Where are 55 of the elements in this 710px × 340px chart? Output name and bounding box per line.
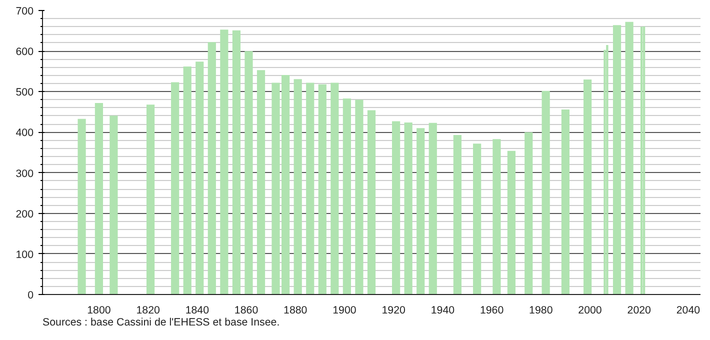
y-tick-label: 100 xyxy=(16,248,34,261)
bar xyxy=(318,84,326,294)
x-tick-label: 2020 xyxy=(627,304,652,316)
x-tick-label: 1960 xyxy=(480,304,504,316)
bar xyxy=(355,100,364,294)
bar xyxy=(561,109,570,294)
x-tick-label: 1980 xyxy=(529,304,553,316)
bar xyxy=(220,30,228,294)
bar xyxy=(542,90,550,294)
x-tick-label: 2040 xyxy=(676,304,700,316)
bar xyxy=(183,66,192,294)
x-tick-label: 1920 xyxy=(382,304,406,316)
bar xyxy=(524,132,533,294)
bar xyxy=(171,82,180,294)
bar xyxy=(244,51,253,294)
bar xyxy=(342,98,351,294)
bar xyxy=(584,79,592,294)
bar xyxy=(416,128,425,294)
bar xyxy=(507,150,516,294)
bar xyxy=(404,122,412,294)
y-tick-label: 200 xyxy=(16,208,34,220)
bar xyxy=(625,22,634,294)
x-tick-label: 2000 xyxy=(578,304,602,316)
bar xyxy=(256,70,266,294)
x-tick-label: 1900 xyxy=(332,304,356,316)
source-note: Sources : base Cassini de l'EHESS et base Insee. xyxy=(42,316,280,328)
x-tick-label: 1840 xyxy=(185,304,210,316)
y-tick-label: 700 xyxy=(16,6,34,18)
y-tick-label: 300 xyxy=(16,168,34,180)
bar xyxy=(196,62,204,294)
bar xyxy=(473,144,482,294)
x-tick-label: 1860 xyxy=(234,304,258,316)
bar xyxy=(146,104,155,294)
bar xyxy=(612,25,622,294)
bar xyxy=(232,30,241,294)
x-tick-label: 1940 xyxy=(430,304,455,316)
bar xyxy=(453,135,462,294)
bar xyxy=(110,116,118,294)
bar xyxy=(78,118,86,294)
bar xyxy=(208,42,216,294)
bar xyxy=(294,79,302,294)
bar xyxy=(94,103,104,294)
y-tick-label: 0 xyxy=(28,290,34,302)
bar xyxy=(428,122,437,294)
bar xyxy=(492,139,501,294)
bar xyxy=(392,121,400,294)
x-tick-label: 1800 xyxy=(87,304,111,316)
x-tick-label: 1820 xyxy=(136,304,160,316)
y-tick-label: 400 xyxy=(16,127,34,140)
y-tick-label: 600 xyxy=(16,46,34,58)
bar xyxy=(330,82,339,294)
bar xyxy=(306,82,314,294)
y-tick-label: 500 xyxy=(16,86,34,99)
x-tick-label: 1880 xyxy=(284,304,308,316)
bar xyxy=(367,110,376,294)
